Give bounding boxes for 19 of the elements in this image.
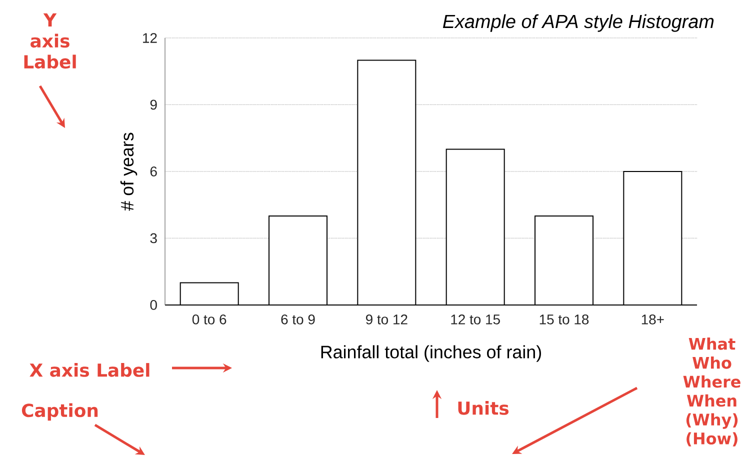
y-tick-label: 3	[150, 233, 157, 244]
x-axis-title: Rainfall total (inches of rain)	[321, 345, 541, 362]
x-tick-label: 12 to 15	[451, 314, 500, 324]
text: What Who Where When (Why) (How)	[683, 338, 740, 446]
text: X axis Label	[30, 363, 150, 377]
y-tick-label: 12	[143, 33, 157, 43]
chart-title: Example of APA style Histogram	[442, 14, 714, 32]
text: Caption	[22, 403, 98, 421]
x-tick-label: 15 to 18	[540, 314, 589, 324]
x-tick-label: 6 to 9	[281, 314, 315, 324]
text: Units	[458, 401, 509, 415]
y-tick-label: 0	[150, 300, 157, 310]
x-tick-label: 9 to 12	[366, 314, 408, 324]
y-tick-label: 9	[150, 100, 157, 110]
x-tick-label: 0 to 6	[192, 314, 226, 324]
y-axis-title: # of years	[120, 132, 138, 211]
x-tick-label: 18+	[642, 314, 664, 324]
text: Y axis Label	[24, 13, 76, 69]
y-tick-label: 6	[150, 166, 157, 176]
